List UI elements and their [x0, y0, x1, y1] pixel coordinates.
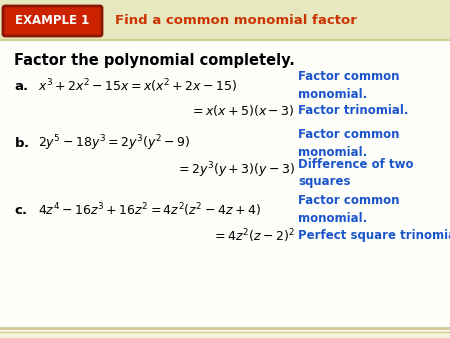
Text: Factor common
monomial.: Factor common monomial. [298, 127, 400, 159]
Bar [0, 198, 450, 202]
Bar [0, 222, 450, 226]
Bar [0, 310, 450, 314]
Bar [0, 102, 450, 106]
Bar [0, 46, 450, 50]
Bar [0, 262, 450, 266]
Text: $\mathbf{c.}$: $\mathbf{c.}$ [14, 203, 27, 217]
Bar [0, 126, 450, 130]
Bar [0, 286, 450, 290]
Bar [0, 150, 450, 154]
Bar [0, 270, 450, 274]
Text: $4z^4 - 16z^3 + 16z^2 = 4z^2(z^2 - 4z + 4)$: $4z^4 - 16z^3 + 16z^2 = 4z^2(z^2 - 4z + … [38, 201, 261, 219]
Bar [0, 254, 450, 258]
Bar [0, 6, 450, 10]
FancyBboxPatch shape [3, 6, 102, 36]
Text: EXAMPLE 1: EXAMPLE 1 [15, 15, 89, 27]
Bar [0, 326, 450, 330]
Text: Perfect square trinomial: Perfect square trinomial [298, 230, 450, 242]
Bar [0, 214, 450, 218]
Bar [0, 166, 450, 170]
Text: $\mathbf{b.}$: $\mathbf{b.}$ [14, 136, 29, 150]
Bar [0, 118, 450, 122]
Bar [0, 38, 450, 42]
Bar [0, 70, 450, 74]
Bar [0, 110, 450, 114]
Text: Factor common
monomial.: Factor common monomial. [298, 71, 400, 101]
Bar [0, 318, 450, 322]
Bar [0, 54, 450, 58]
Bar [0, 294, 450, 298]
Text: Factor trinomial.: Factor trinomial. [298, 103, 409, 117]
Text: Factor the polynomial completely.: Factor the polynomial completely. [14, 52, 295, 68]
Text: $2y^5 - 18y^3 = 2y^3(y^2 - 9)$: $2y^5 - 18y^3 = 2y^3(y^2 - 9)$ [38, 133, 190, 153]
Bar [0, 182, 450, 186]
Bar [0, 190, 450, 194]
Bar [0, 238, 450, 242]
Text: $x^3 + 2x^2 - 15x = x(x^2 + 2x - 15)$: $x^3 + 2x^2 - 15x = x(x^2 + 2x - 15)$ [38, 77, 237, 95]
Bar [0, 278, 450, 282]
Text: Difference of two
squares: Difference of two squares [298, 158, 414, 189]
Bar [0, 62, 450, 66]
Bar [0, 158, 450, 162]
Text: $= 4z^2(z - 2)^2$: $= 4z^2(z - 2)^2$ [212, 227, 295, 245]
Bar [0, 206, 450, 210]
Bar [0, 302, 450, 306]
Bar [0, 22, 450, 26]
Bar [0, 30, 450, 34]
Bar [0, 78, 450, 82]
Text: $= 2y^3(y + 3)(y - 3)$: $= 2y^3(y + 3)(y - 3)$ [176, 160, 295, 180]
Bar [0, 174, 450, 178]
Bar [0, 14, 450, 18]
Bar [0, 134, 450, 138]
Text: Find a common monomial factor: Find a common monomial factor [115, 15, 357, 27]
Text: Factor common
monomial.: Factor common monomial. [298, 194, 400, 225]
Bar [0, 86, 450, 90]
Bar [0, 0, 450, 40]
Bar [0, 40, 450, 328]
Text: $= x(x + 5)(x - 3)$: $= x(x + 5)(x - 3)$ [190, 102, 295, 118]
Bar [0, 94, 450, 98]
Bar [0, 334, 450, 338]
Bar [0, 230, 450, 234]
Bar [0, 246, 450, 250]
Bar [0, 142, 450, 146]
Text: $\mathbf{a.}$: $\mathbf{a.}$ [14, 79, 29, 93]
